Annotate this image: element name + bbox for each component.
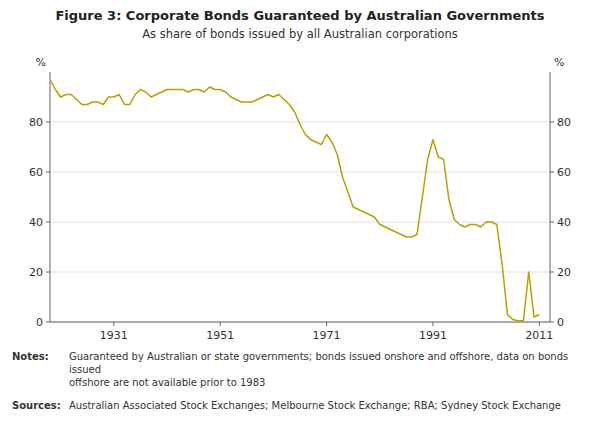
x-axis-line: [50, 322, 550, 323]
y-tick: [46, 172, 50, 173]
y-axis-line: [50, 72, 51, 322]
y2-tick-label: 40: [557, 216, 571, 229]
x-tick: [113, 322, 114, 326]
x-tick: [326, 322, 327, 326]
x-tick: [539, 322, 540, 326]
grid-line: [50, 322, 550, 323]
chart: Figure 3: Corporate Bonds Guaranteed by …: [0, 0, 600, 434]
y-tick-label: 60: [29, 166, 43, 179]
grid-line: [50, 222, 550, 223]
data-line: [50, 80, 539, 321]
y-tick: [46, 222, 50, 223]
x-tick-label: 2011: [525, 329, 553, 342]
x-tick: [432, 322, 433, 326]
y2-tick: [550, 172, 554, 173]
y2-axis-line: [550, 72, 551, 322]
x-tick-label: 1931: [100, 329, 128, 342]
grid: [50, 122, 550, 322]
y2-axis-label: %: [554, 56, 564, 69]
x-tick-label: 1991: [419, 329, 447, 342]
plot-area: [50, 80, 539, 321]
x-tick-label: 1971: [313, 329, 341, 342]
y2-tick: [550, 122, 554, 123]
y-tick-label: 40: [29, 216, 43, 229]
sources-label: Sources:: [12, 400, 61, 411]
y2-tick-label: 0: [557, 316, 564, 329]
grid-line: [50, 172, 550, 173]
y-tick: [46, 272, 50, 273]
grid-line: [50, 122, 550, 123]
y-tick-label: 0: [36, 316, 43, 329]
y-tick: [46, 322, 50, 323]
y2-tick-label: 60: [557, 166, 571, 179]
y-tick: [46, 122, 50, 123]
subtitle: As share of bonds issued by all Australi…: [142, 27, 458, 41]
y-tick-label: 80: [29, 116, 43, 129]
grid-line: [50, 272, 550, 273]
y-axis-label: %: [36, 56, 46, 69]
x-tick: [220, 322, 221, 326]
y2-tick: [550, 322, 554, 323]
y-tick-label: 20: [29, 266, 43, 279]
sources-text: Australian Associated Stock Exchanges; M…: [69, 400, 561, 411]
notes-label: Notes:: [12, 351, 49, 362]
x-tick-label: 1951: [206, 329, 234, 342]
y2-tick-label: 20: [557, 266, 571, 279]
y2-tick: [550, 222, 554, 223]
y2-tick-label: 80: [557, 116, 571, 129]
title: Figure 3: Corporate Bonds Guaranteed by …: [55, 8, 544, 23]
notes-text: Guaranteed by Australian or state govern…: [69, 351, 568, 388]
y2-tick: [550, 272, 554, 273]
